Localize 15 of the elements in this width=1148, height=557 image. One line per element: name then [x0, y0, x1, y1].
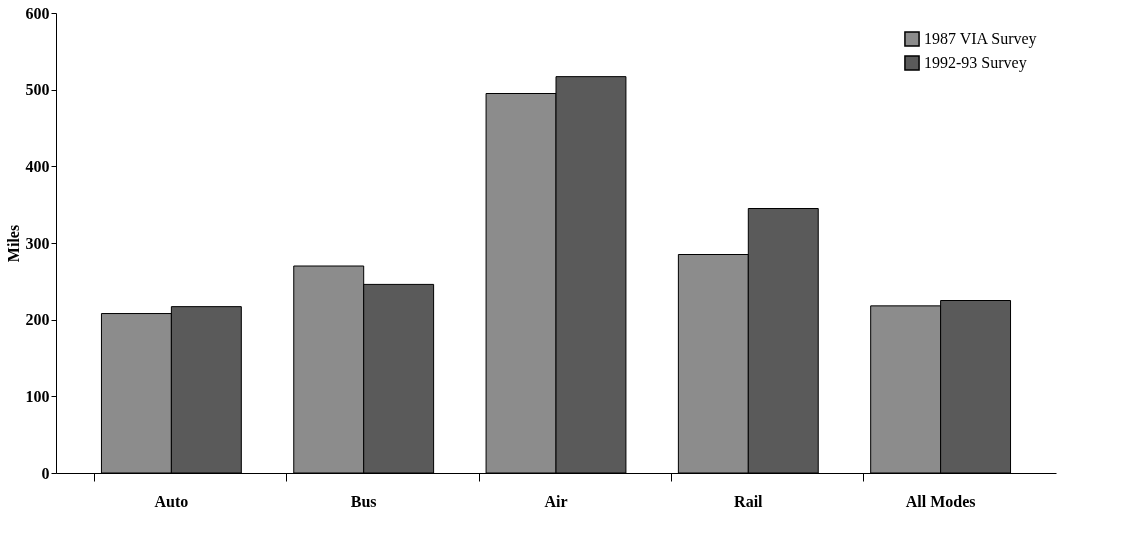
y-tick-label: 0	[41, 464, 50, 482]
x-tick-label: Air	[544, 492, 568, 510]
y-tick-label: 400	[25, 157, 50, 175]
x-tick-label: Rail	[734, 492, 764, 510]
legend-label: 1992-93 Survey	[924, 54, 1027, 72]
y-axis-title: Miles	[4, 224, 22, 263]
x-tick-label: All Modes	[905, 492, 976, 510]
y-tick-label: 100	[25, 387, 50, 405]
y-tick-label: 300	[25, 234, 50, 252]
x-tick-label: Bus	[350, 492, 377, 510]
y-tick-label: 600	[25, 4, 50, 22]
legend-label: 1987 VIA Survey	[924, 30, 1037, 48]
y-tick-label: 500	[25, 81, 50, 99]
x-tick-label: Auto	[154, 492, 189, 510]
y-tick-label: 200	[25, 311, 50, 329]
